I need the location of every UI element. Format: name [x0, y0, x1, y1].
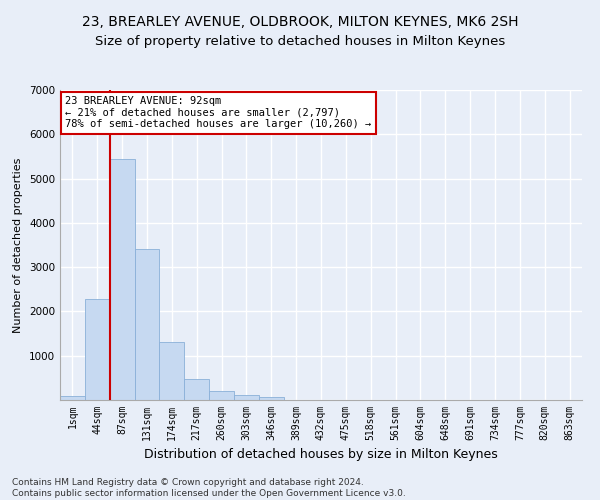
Bar [259, 398, 284, 400]
Text: 23, BREARLEY AVENUE, OLDBROOK, MILTON KEYNES, MK6 2SH: 23, BREARLEY AVENUE, OLDBROOK, MILTON KE… [82, 15, 518, 29]
Bar [60, 396, 85, 400]
Bar [160, 342, 184, 400]
Bar [134, 248, 160, 400]
Bar [234, 395, 259, 400]
Bar [209, 391, 234, 400]
Bar [110, 158, 134, 400]
Text: Contains HM Land Registry data © Crown copyright and database right 2024.
Contai: Contains HM Land Registry data © Crown c… [12, 478, 406, 498]
Y-axis label: Number of detached properties: Number of detached properties [13, 158, 23, 332]
Bar [85, 300, 110, 400]
Bar [184, 378, 209, 400]
Text: 23 BREARLEY AVENUE: 92sqm
← 21% of detached houses are smaller (2,797)
78% of se: 23 BREARLEY AVENUE: 92sqm ← 21% of detac… [65, 96, 371, 130]
X-axis label: Distribution of detached houses by size in Milton Keynes: Distribution of detached houses by size … [144, 448, 498, 462]
Text: Size of property relative to detached houses in Milton Keynes: Size of property relative to detached ho… [95, 35, 505, 48]
